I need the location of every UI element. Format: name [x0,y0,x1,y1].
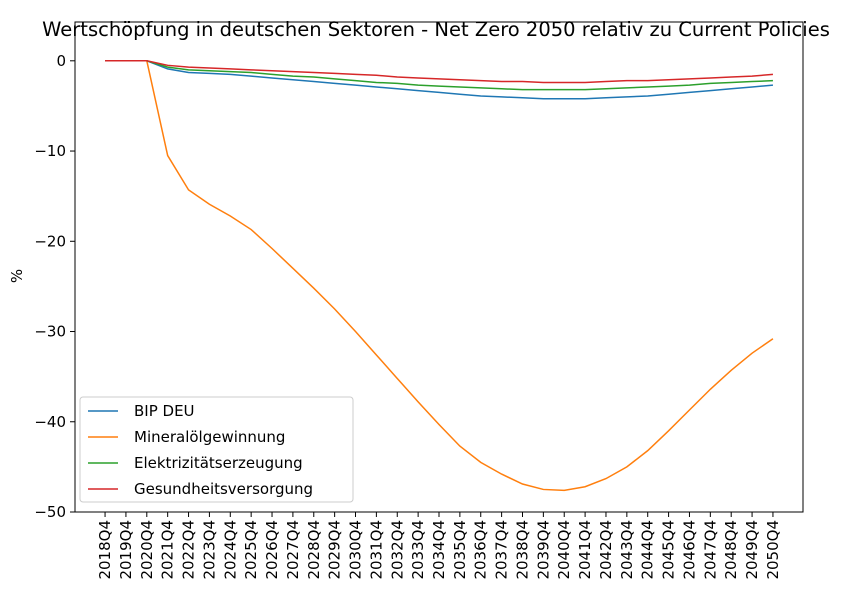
legend-box [79,396,354,503]
x-tick-label: 2023Q4 [200,520,218,580]
series-line [105,60,774,84]
x-tick-label: 2024Q4 [221,520,239,580]
x-tick-label: 2039Q4 [534,520,552,580]
y-tick-label: −30 [34,323,66,341]
x-tick-label: 2038Q4 [513,520,531,580]
x-tick-label: 2050Q4 [764,520,782,580]
series-line [105,60,773,91]
x-tick-label: 2033Q4 [409,520,427,580]
x-tick-label: 2041Q4 [576,520,594,580]
x-tick-label: 2034Q4 [430,520,448,580]
x-tick-label: 2044Q4 [639,520,657,580]
x-tick-label: 2037Q4 [493,520,511,580]
y-tick-label: −20 [34,232,66,250]
x-tick-label: 2025Q4 [242,520,260,580]
x-tick-label: 2049Q4 [743,520,761,580]
x-tick-label: 2035Q4 [451,520,469,580]
x-tick-label: 2040Q4 [555,520,573,580]
x-tick-label: 2021Q4 [159,520,177,580]
x-tick-label: 2029Q4 [326,520,344,580]
x-tick-label: 2036Q4 [472,520,490,580]
x-tick-label: 2046Q4 [680,520,698,580]
x-tick-label: 2022Q4 [180,520,198,580]
y-tick-label: 0 [56,52,66,70]
x-tick-label: 2048Q4 [722,520,740,580]
legend-label: Gesundheitsversorgung [134,480,313,498]
x-tick-label: 2030Q4 [347,520,365,580]
x-tick-label: 2020Q4 [138,520,156,580]
x-tick-label: 2032Q4 [388,520,406,580]
x-tick-label: 2026Q4 [263,520,281,580]
x-tick-label: 2047Q4 [701,520,719,580]
chart-title: Wertschöpfung in deutschen Sektoren - Ne… [42,18,830,41]
legend-label: Elektrizitätserzeugung [134,454,303,472]
y-tick-label: −40 [34,413,66,431]
series-line [105,60,774,492]
legend-label: Mineralölgewinnung [134,428,285,446]
legend-label: BIP DEU [134,402,195,420]
x-tick-label: 2028Q4 [305,520,323,580]
x-tick-label: 2042Q4 [597,520,615,580]
x-tick-label: 2045Q4 [660,520,678,580]
series-line [105,60,774,100]
y-axis-label: % [8,269,26,283]
y-tick-label: −10 [34,142,66,160]
y-tick-label: −50 [34,503,66,521]
x-tick-label: 2019Q4 [117,520,135,580]
x-tick-label: 2031Q4 [367,520,385,580]
x-tick-label: 2018Q4 [96,520,114,580]
x-tick-label: 2043Q4 [618,520,636,580]
x-tick-label: 2027Q4 [284,520,302,580]
